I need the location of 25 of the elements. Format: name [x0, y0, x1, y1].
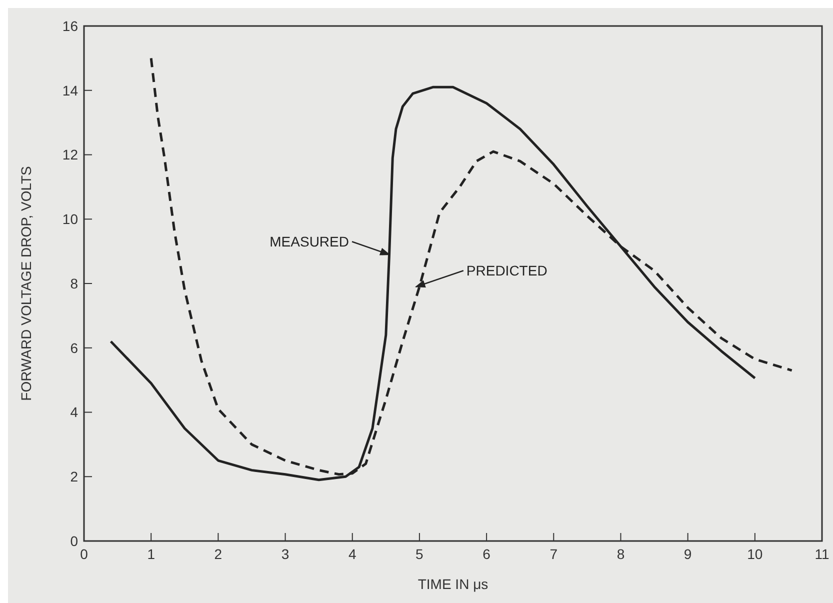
- y-tick-label: 4: [70, 404, 78, 420]
- x-tick-label: 1: [147, 546, 156, 562]
- x-tick-label: 2: [214, 546, 222, 562]
- x-tick-label: 10: [747, 546, 763, 562]
- x-tick-label: 4: [348, 546, 356, 562]
- x-tick-label: 6: [482, 546, 491, 562]
- x-tick-label: 5: [416, 546, 424, 562]
- y-tick-label: 6: [70, 340, 78, 356]
- x-tick-label: 9: [684, 546, 692, 562]
- x-tick-label: 0: [80, 546, 88, 562]
- x-tick-label: 11: [814, 546, 830, 562]
- y-tick-label: 10: [62, 211, 78, 228]
- annotation: MEASURED: [270, 234, 350, 250]
- y-axis-title: FORWARD VOLTAGE DROP, VOLTS: [18, 166, 34, 401]
- x-tick-label: 7: [550, 546, 558, 562]
- y-tick-label: 0: [70, 532, 78, 549]
- annotation: PREDICTED: [466, 262, 548, 279]
- x-tick-label: 3: [281, 546, 290, 562]
- y-tick-label: 12: [62, 146, 78, 163]
- y-tick-label: 14: [62, 82, 78, 98]
- x-axis-title: TIME IN μs: [418, 576, 488, 592]
- y-tick-label: 8: [70, 275, 78, 292]
- y-tick-label: 2: [70, 468, 78, 485]
- x-tick-label: 8: [616, 546, 625, 562]
- y-tick-label: 16: [62, 18, 78, 34]
